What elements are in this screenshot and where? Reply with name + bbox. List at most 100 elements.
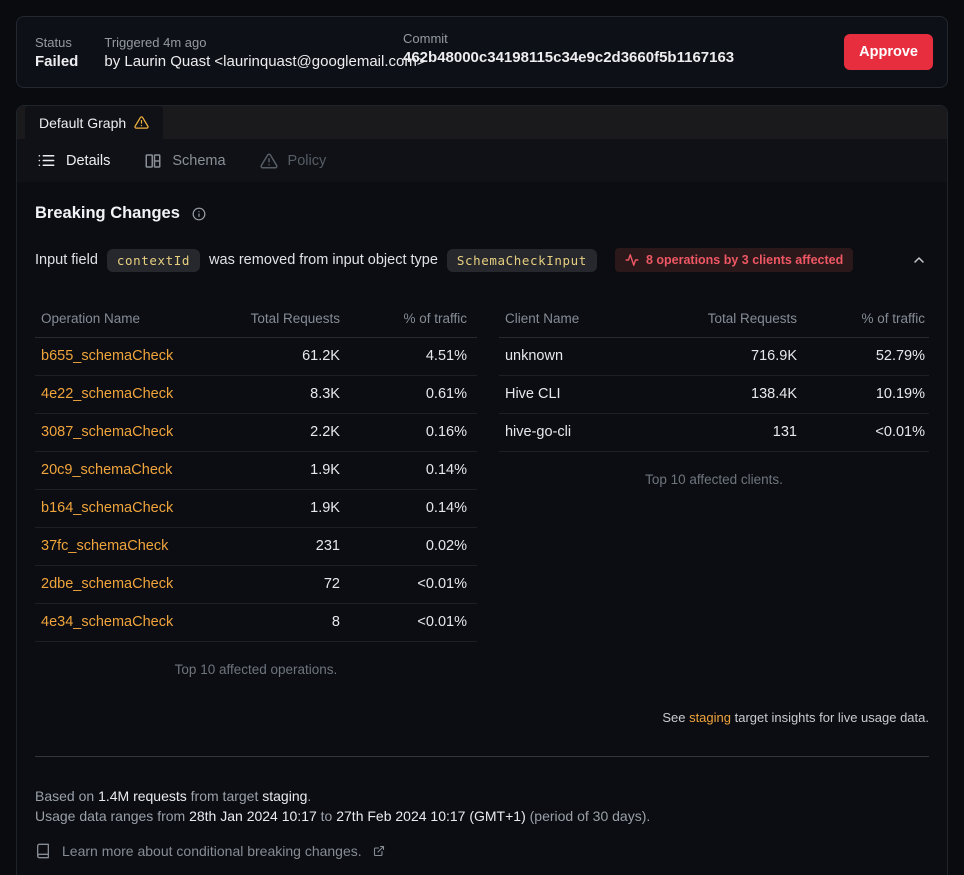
client-name: Hive CLI [498,375,685,414]
based-on-line: Based on 1.4M requests from target stagi… [35,786,929,806]
based-middle: from target [186,788,263,804]
table-row: 37fc_schemaCheck 231 0.02% [35,527,477,566]
traffic-value: 10.19% [797,375,929,414]
learn-more-link[interactable]: Learn more about conditional breaking ch… [35,843,385,859]
insights-prefix: See [662,710,690,725]
commit-hash: 462b48000c34198115c34e9c2d3660f5b1167163 [403,49,735,66]
table-row: unknown 716.9K 52.79% [498,337,929,376]
traffic-value: 52.79% [797,337,929,376]
book-icon [35,843,51,859]
table-row: 4e34_schemaCheck 8 <0.01% [35,603,477,642]
operation-link[interactable]: b655_schemaCheck [41,348,174,364]
operations-caption: Top 10 affected operations. [174,662,338,677]
col-total-requests: Total Requests [227,301,340,338]
col-traffic: % of traffic [339,301,477,338]
status-value: Failed [35,52,79,70]
chevron-up-icon[interactable] [911,252,927,268]
traffic-value: 0.61% [339,375,477,414]
affected-badge-label: 8 operations by 3 clients affected [645,253,844,267]
operation-link[interactable]: 20c9_schemaCheck [41,462,173,478]
table-row: b164_schemaCheck 1.9K 0.14% [35,489,477,528]
requests-value: 8 [227,603,340,642]
approve-button[interactable]: Approve [844,34,933,70]
graph-tabstrip: Default Graph [17,106,947,139]
external-link-icon [373,845,385,857]
table-row: 3087_schemaCheck 2.2K 0.16% [35,413,477,452]
requests-value: 138.4K [685,375,797,414]
operations-header-row: Operation Name Total Requests % of traff… [35,301,477,338]
requests-value: 1.9K [227,451,340,490]
commit-block: Commit 462b48000c34198115c34e9c2d3660f5b… [403,31,734,66]
triggered-block: Triggered 4m ago by Laurin Quast <laurin… [104,35,425,70]
table-row: Hive CLI 138.4K 10.19% [498,375,929,414]
col-operation-name: Operation Name [35,301,228,338]
requests-value: 8.3K [227,375,340,414]
triggered-label: Triggered 4m ago [104,34,207,50]
traffic-value: 0.14% [339,451,477,490]
table-row: 4e22_schemaCheck 8.3K 0.61% [35,375,477,414]
col-traffic: % of traffic [797,301,929,338]
requests-value: 131 [685,413,797,452]
breaking-changes-title: Breaking Changes [35,204,180,222]
operation-link[interactable]: b164_schemaCheck [41,500,174,516]
range-start: 28th Jan 2024 10:17 [189,808,317,824]
traffic-value: 0.14% [339,489,477,528]
breaking-change-row[interactable]: Input field contextId was removed from i… [35,248,929,272]
breaking-changes-heading: Breaking Changes [35,204,929,223]
change-text-middle: was removed from input object type [209,252,438,268]
check-subnav: Details Schema Policy [17,139,947,182]
change-text-prefix: Input field [35,252,98,268]
triggered-author: by Laurin Quast <laurinquast@googlemail.… [104,52,426,70]
based-prefix: Based on [35,788,99,804]
clients-table-column: Client Name Total Requests % of traffic … [498,301,929,677]
based-requests: 1.4M requests [98,788,187,804]
client-name: unknown [498,337,685,376]
warning-icon [134,115,149,130]
status-block: Status Failed [35,35,78,70]
clients-caption: Top 10 affected clients. [645,472,783,487]
usage-summary: Based on 1.4M requests from target stagi… [35,786,929,826]
traffic-value: 0.16% [339,413,477,452]
requests-value: 2.2K [227,413,340,452]
footer-divider [35,756,929,757]
operation-link[interactable]: 37fc_schemaCheck [41,538,169,554]
traffic-value: <0.01% [339,603,477,642]
traffic-value: 0.02% [339,527,477,566]
range-end: 27th Feb 2024 10:17 (GMT+1) [336,808,526,824]
traffic-value: <0.01% [339,565,477,604]
based-target: staging [262,788,308,804]
requests-value: 231 [227,527,340,566]
requests-value: 72 [227,565,340,604]
client-name: hive-go-cli [498,413,685,452]
tab-schema-label: Schema [172,152,226,169]
table-row: 20c9_schemaCheck 1.9K 0.14% [35,451,477,490]
field-code-chip: contextId [106,248,201,272]
schema-icon [144,152,162,170]
tab-details-label: Details [66,152,111,169]
affected-operations-badge: 8 operations by 3 clients affected [614,248,854,272]
operations-table-column: Operation Name Total Requests % of traff… [35,301,477,677]
staging-target-link[interactable]: staging [689,710,731,725]
tab-details[interactable]: Details [37,151,110,170]
operation-link[interactable]: 4e22_schemaCheck [41,386,174,402]
operation-link[interactable]: 3087_schemaCheck [41,424,174,440]
graph-tab-label: Default Graph [39,114,127,131]
operation-link[interactable]: 4e34_schemaCheck [41,614,174,630]
learn-more-label: Learn more about conditional breaking ch… [62,843,362,859]
list-icon [37,151,56,170]
col-client-name: Client Name [498,301,685,338]
insights-suffix: target insights for live usage data. [730,710,929,725]
tab-policy[interactable]: Policy [259,152,326,170]
schema-check-panel: Default Graph Details [16,105,948,875]
operation-link[interactable]: 2dbe_schemaCheck [41,576,174,592]
policy-warning-icon [259,152,278,170]
tab-schema[interactable]: Schema [144,152,226,170]
traffic-value: <0.01% [797,413,929,452]
date-range-line: Usage data ranges from 28th Jan 2024 10:… [35,806,929,826]
operations-table: Operation Name Total Requests % of traff… [35,301,477,642]
check-summary-card: Status Failed Triggered 4m ago by Laurin… [16,16,948,88]
tab-default-graph[interactable]: Default Graph [25,106,164,139]
info-icon[interactable] [192,207,206,221]
usage-tables: Operation Name Total Requests % of traff… [35,301,929,677]
details-content: Breaking Changes Input field contextId w… [17,204,947,859]
